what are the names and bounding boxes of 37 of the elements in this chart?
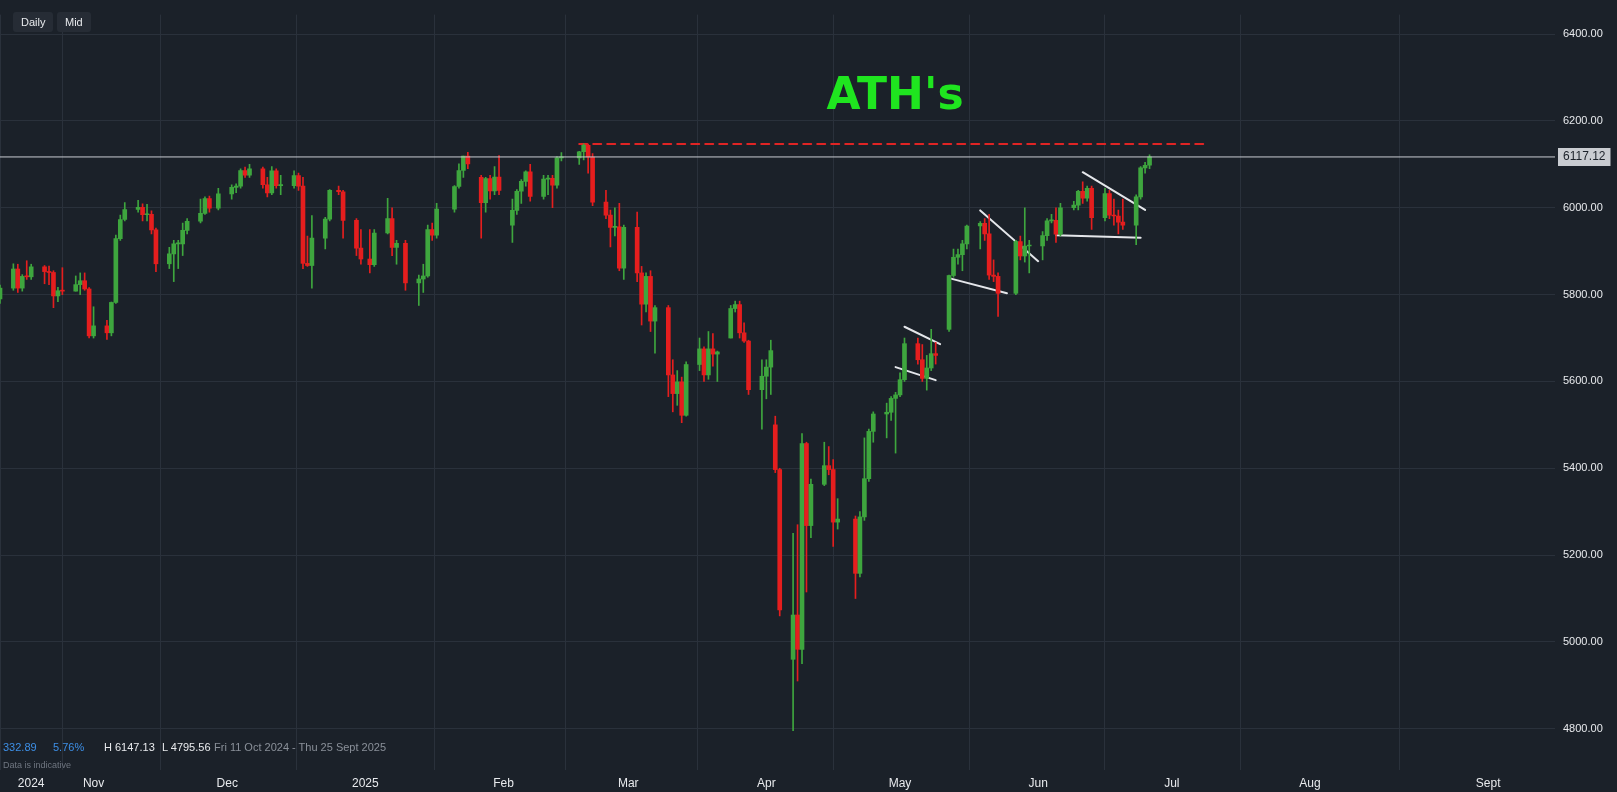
- annotation: L 4795.56: [162, 741, 211, 753]
- x-tick-label: 2025: [352, 775, 380, 790]
- annotation: ATH's: [826, 67, 964, 119]
- annotation: Fri 11 Oct 2024 - Thu 25 Sept 2025: [214, 741, 387, 753]
- x-tick-label: Feb: [493, 775, 515, 790]
- candlestick: [612, 207, 618, 237]
- y-tick-label: 4800.00: [1563, 721, 1603, 734]
- y-tick-label: 6200.00: [1563, 114, 1603, 126]
- y-tick-label: 5000.00: [1563, 634, 1603, 647]
- candlestick: [77, 272, 83, 295]
- candlestick: [933, 342, 938, 365]
- x-tick-label: Jul: [1164, 775, 1180, 790]
- annotation: Data is indicative: [3, 760, 72, 770]
- x-tick-label: Sept: [1475, 775, 1502, 790]
- annotation: H 6147.13: [104, 741, 155, 753]
- y-tick-label: 6000.00: [1563, 200, 1603, 213]
- annotation: 332.89: [3, 741, 37, 753]
- annotation: Daily: [13, 12, 54, 32]
- y-tick-label: 5800.00: [1563, 287, 1603, 300]
- x-tick-label: Mar: [617, 775, 639, 790]
- x-tick-label: May: [888, 775, 912, 790]
- x-tick-label: Nov: [82, 775, 105, 790]
- y-tick-label: 6400.00: [1563, 27, 1603, 40]
- y-tick-label: 5400.00: [1563, 461, 1603, 474]
- candlestick: [278, 174, 284, 196]
- candlestick: [367, 229, 373, 274]
- y-tick-label: 5200.00: [1563, 548, 1603, 561]
- x-tick-label: 2024: [17, 775, 45, 790]
- y-tick-label: 5600.00: [1563, 374, 1603, 387]
- candlestick: [144, 203, 150, 222]
- annotation: Mid: [57, 12, 91, 32]
- x-tick-label: Apr: [757, 775, 776, 790]
- x-tick-label: Jun: [1028, 775, 1048, 790]
- annotation: 5.76%: [53, 741, 85, 753]
- x-tick-label: Aug: [1299, 775, 1321, 790]
- ref-line-label: 6117.12: [1563, 149, 1606, 164]
- x-tick-label: Dec: [216, 775, 238, 790]
